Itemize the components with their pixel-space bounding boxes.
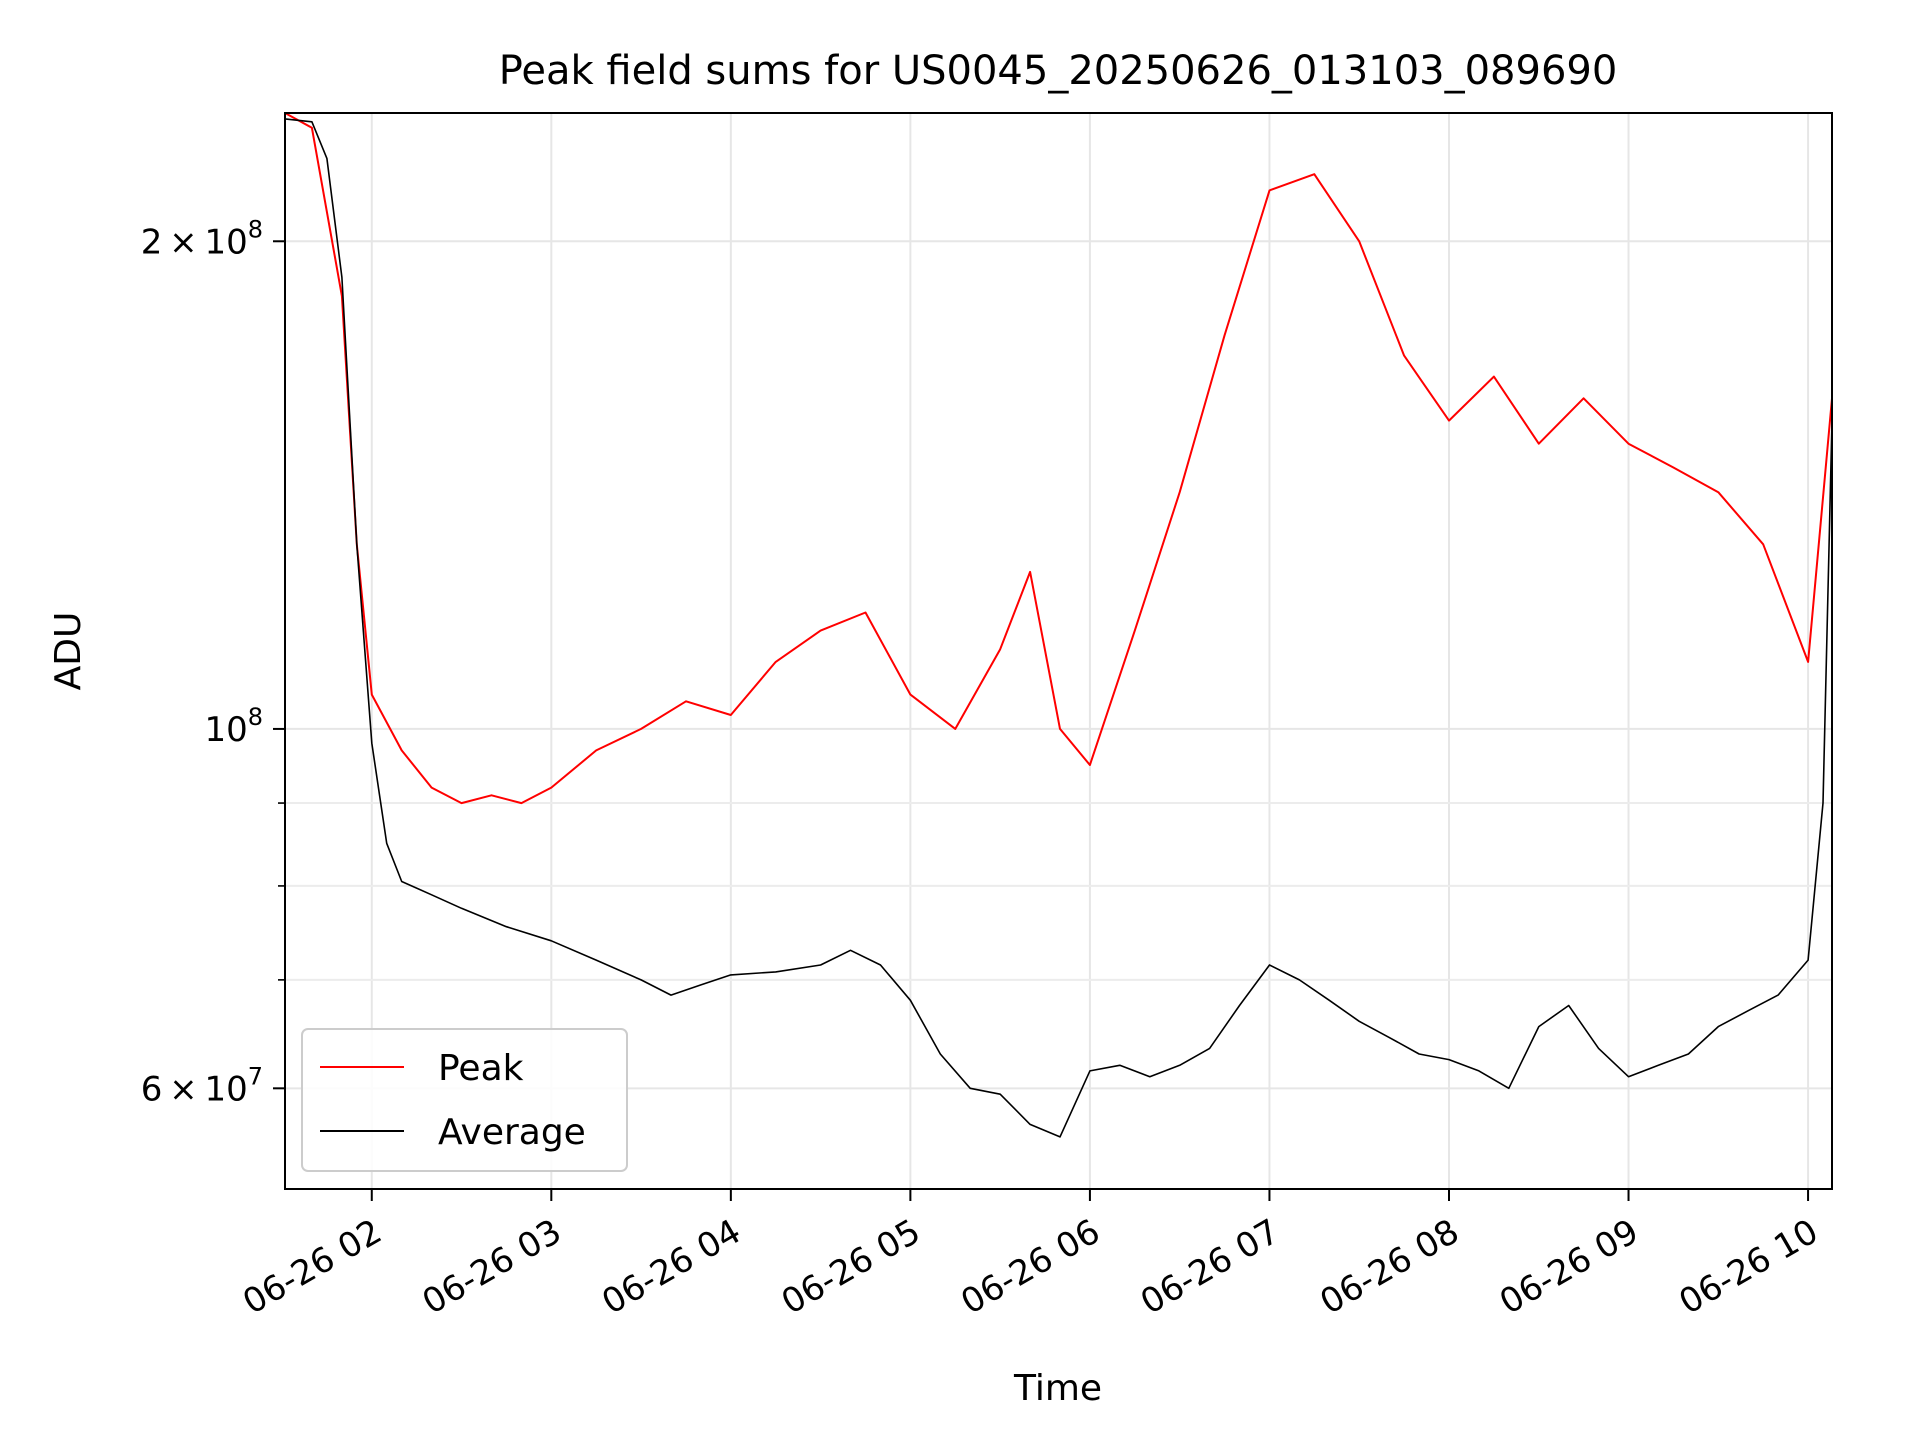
- legend-box: [301, 1028, 628, 1172]
- plot-frame: [284, 112, 1833, 1190]
- y-tick-label: 6 × 107: [141, 1062, 263, 1109]
- chart-title: Peak field sums for US0045_20250626_0131…: [499, 48, 1618, 94]
- series-line-peak: [285, 113, 1832, 805]
- y-tick-label: 108: [204, 703, 263, 750]
- legend: Peak Average: [301, 1028, 628, 1172]
- y-axis-label: ADU: [48, 612, 89, 691]
- x-axis-label: Time: [1013, 1368, 1102, 1409]
- legend-label-average: Average: [438, 1112, 586, 1153]
- grid: [285, 113, 1832, 1189]
- legend-label-peak: Peak: [438, 1048, 524, 1089]
- series-layer: [285, 113, 1832, 1138]
- y-tick-label: 2 × 108: [141, 215, 263, 262]
- y-axis: 6 × 107 108 2 × 108: [141, 215, 285, 1109]
- series-line-average: [285, 118, 1832, 1138]
